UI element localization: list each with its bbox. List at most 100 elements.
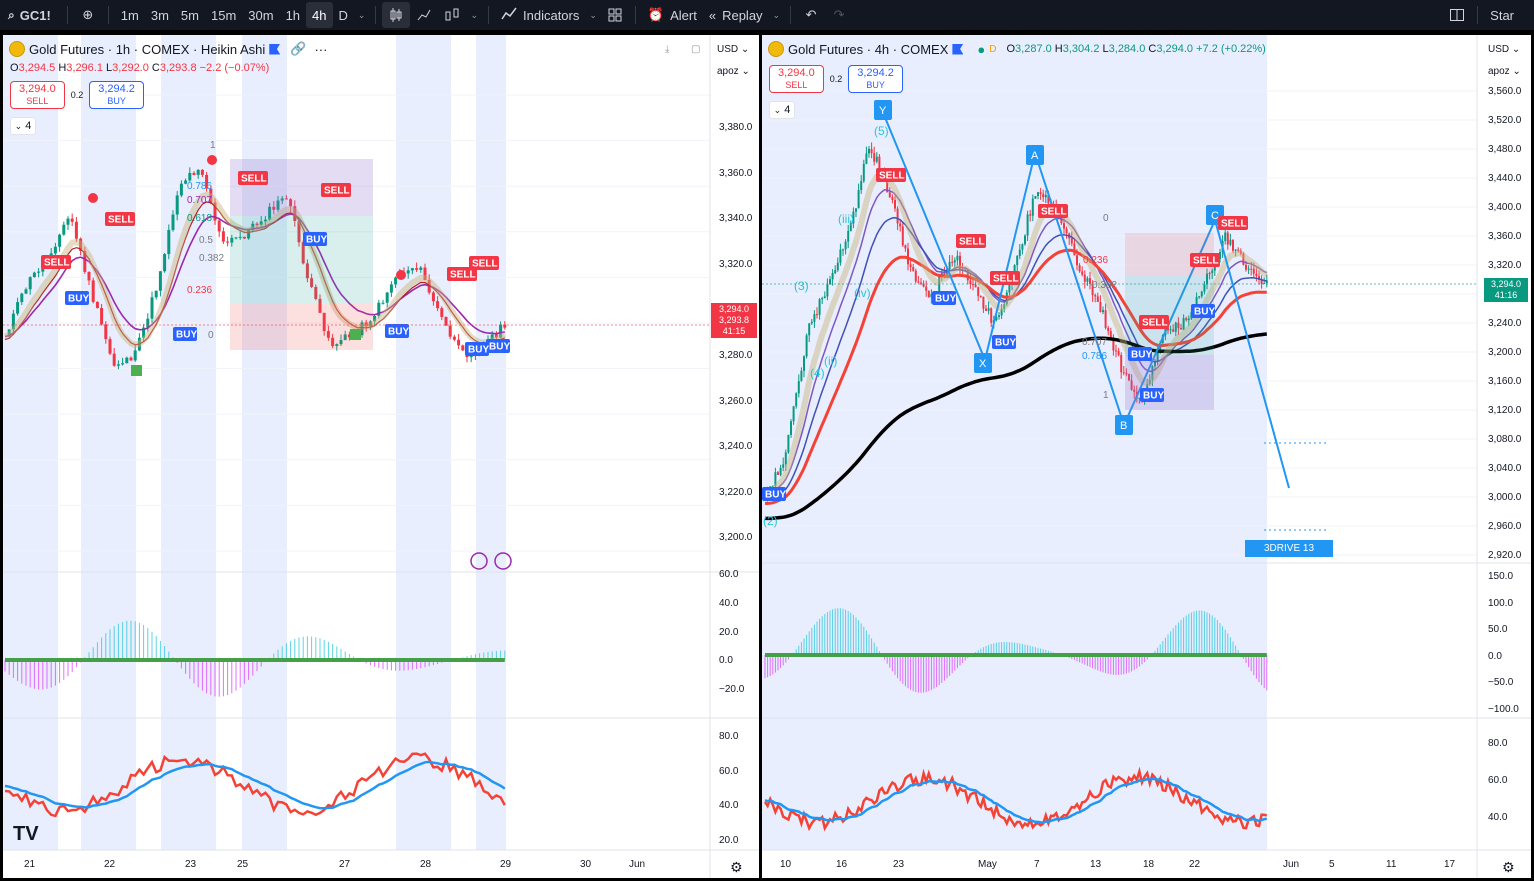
settings-icon[interactable]: ⚙ (730, 859, 743, 875)
currency-selector[interactable]: USD ⌄ (717, 44, 750, 55)
download-icon[interactable]: ⤓ (665, 44, 670, 55)
price-tag-last: 3,294.0 (718, 304, 750, 314)
right-chart-canvas[interactable]: Y A X B C (5) (iii) (3) (iv) (ii)(4) (2) SELL SELL SE… (762, 35, 1531, 878)
candle-body (1102, 310, 1104, 313)
time-tick-label: 23 (185, 859, 197, 870)
candle-body (1115, 350, 1117, 352)
candle-body (977, 287, 980, 296)
indicators-button[interactable]: Indicators (495, 2, 585, 28)
candle-body (907, 248, 909, 265)
candle-body (1073, 243, 1076, 256)
sell-button[interactable]: 3,294.0 SELL (769, 65, 824, 93)
session-band (762, 35, 1267, 850)
buy-signal (486, 339, 510, 353)
split-layout-icon[interactable] (1443, 2, 1471, 28)
candle-body (221, 231, 225, 242)
axis-tick-label: 3,520.0 (1488, 115, 1522, 126)
indicators-collapse-button[interactable]: ⌄ 4 (769, 101, 795, 119)
flag-icon[interactable] (952, 43, 964, 55)
interval-30m[interactable]: 30m (248, 7, 274, 23)
chart-pane-left[interactable]: SELL SELL SELL SELL SELL SELL BUY BUY BUY BUY BUY B… (3, 35, 759, 878)
sell-signal (41, 255, 71, 269)
buy-button[interactable]: 3,294.2 BUY (848, 65, 903, 93)
candle-body (423, 267, 427, 281)
chart-annotation: 0.236 (1083, 255, 1108, 266)
interval-15m[interactable]: 15m (210, 7, 237, 23)
session-band (3, 35, 58, 850)
interval-1m[interactable]: 1m (120, 7, 139, 23)
symbol-label: GC1! (19, 7, 51, 23)
indicator-count: 4 (25, 120, 32, 132)
add-symbol-icon[interactable]: ⊕ (82, 7, 94, 22)
star-button[interactable]: Star (1490, 7, 1514, 23)
more-icon[interactable]: ··· (314, 41, 328, 57)
candle-body (238, 236, 242, 238)
replay-marker-icon (470, 552, 488, 570)
candle-body (1195, 296, 1198, 309)
candle-body (158, 271, 162, 291)
alert-button[interactable]: ⏰ Alert (642, 2, 703, 28)
chevron-down-icon[interactable]: ⌄ (589, 9, 597, 20)
scale-mode-selector[interactable]: apoz ⌄ (717, 66, 750, 77)
axis-tick-label: 3,560.0 (1488, 86, 1522, 97)
indicators-collapse-button[interactable]: ⌄ 4 (10, 117, 36, 135)
interval-D[interactable]: D (338, 7, 348, 23)
candle-body (87, 271, 91, 281)
wave-point-marker (1115, 415, 1133, 435)
candle-body (792, 406, 795, 422)
symbol-search-button[interactable]: ⌕ GC1! (0, 0, 61, 30)
flag-icon[interactable] (269, 43, 281, 55)
axis-tick-label: −20.0 (719, 684, 745, 696)
undo-icon[interactable]: ↶ (805, 7, 817, 22)
ohlc-high: 3,296.1 (66, 62, 103, 74)
candle-body (419, 267, 423, 270)
chevron-down-icon[interactable]: ⌄ (772, 9, 781, 20)
interval-1h[interactable]: 1h (285, 7, 301, 23)
ohlc-change: +7.2 (+0.22%) (1196, 43, 1266, 55)
redo-icon[interactable]: ↷ (833, 7, 845, 22)
maximize-icon[interactable]: ▢ (691, 44, 701, 55)
axis-tick-label: 3,380.0 (719, 122, 753, 133)
axis-tick-label: 3,360.0 (1488, 231, 1522, 242)
compare-icon[interactable] (438, 2, 466, 28)
candle-body (213, 202, 217, 221)
sell-signal-text: SELL (324, 186, 350, 197)
interval-3m[interactable]: 3m (150, 7, 169, 23)
interval-4h[interactable]: 4h (306, 2, 333, 28)
settings-icon[interactable]: ⚙ (1502, 859, 1515, 875)
left-chart-canvas[interactable]: SELLSELLSELLSELLSELLSELLBUYBUYBUYBUYBUYB… (3, 35, 759, 878)
candle-body (771, 485, 774, 487)
candle-body (142, 327, 146, 338)
candle-body (1034, 195, 1037, 199)
line-chart-icon[interactable] (410, 2, 438, 28)
candles-icon[interactable] (382, 2, 411, 28)
price-tag-last: 3,294.0 (1490, 279, 1522, 289)
sell-button[interactable]: 3,294.0 SELL (10, 81, 65, 109)
candle-body (844, 241, 847, 250)
chart-annotation: (4) (810, 366, 825, 380)
candle-body (1234, 249, 1237, 251)
candle-body (175, 195, 179, 215)
candle-body (1187, 318, 1190, 321)
axis-tick-label: 3,120.0 (1488, 405, 1522, 416)
delayed-badge-icon: D (989, 43, 997, 55)
candle-body (868, 148, 870, 154)
currency-selector[interactable]: USD ⌄ (1488, 44, 1521, 55)
candle-body (205, 174, 209, 189)
buy-button[interactable]: 3,294.2 BUY (89, 81, 144, 109)
link-icon[interactable]: 🔗 (290, 41, 307, 56)
chevron-down-icon[interactable]: ⌄ (357, 9, 366, 20)
chevron-down-icon[interactable]: ⌄ (470, 9, 478, 20)
chart-pane-right[interactable]: Y A X B C (5) (iii) (3) (iv) (ii) (4) (2) SELL SELL SE… (762, 35, 1531, 878)
candle-body (1086, 278, 1089, 282)
session-band (242, 35, 287, 850)
replay-button[interactable]: « Replay (703, 2, 769, 28)
candle-body (385, 292, 389, 303)
scale-mode-selector[interactable]: apoz ⌄ (1488, 66, 1521, 77)
layout-grid-icon[interactable] (601, 2, 629, 28)
axis-tick-label: 40.0 (719, 800, 739, 811)
interval-5m[interactable]: 5m (180, 7, 199, 23)
sell-signal (447, 267, 477, 281)
candle-body (436, 301, 440, 309)
candle-body (360, 322, 364, 336)
